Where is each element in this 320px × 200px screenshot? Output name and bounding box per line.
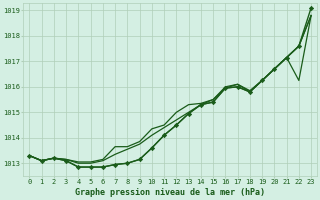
X-axis label: Graphe pression niveau de la mer (hPa): Graphe pression niveau de la mer (hPa) <box>75 188 265 197</box>
